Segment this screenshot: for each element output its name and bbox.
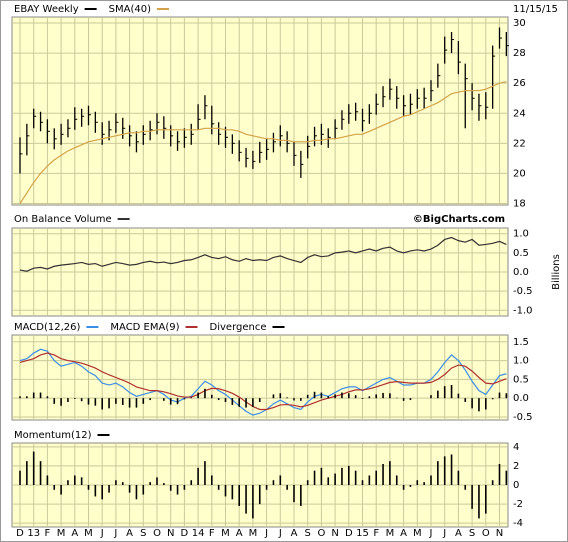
x-tick-label: O (482, 528, 490, 539)
y-tick-label: 4 (513, 442, 519, 453)
axis-label: Billions (551, 254, 562, 290)
y-tick-label: 0.0 (513, 393, 529, 404)
panel-background (11, 334, 509, 421)
x-tick-label: D (345, 528, 353, 539)
y-tick-label: 0.5 (513, 248, 529, 259)
x-tick-label: A (126, 528, 133, 539)
x-tick-label: 14 (192, 528, 205, 539)
x-tick-label: S (305, 528, 311, 539)
legend-label: Momentum(12) (14, 430, 92, 441)
series-line (19, 81, 507, 204)
y-tick-label: -0.5 (513, 286, 533, 297)
x-tick-label: M (57, 528, 66, 539)
x-tick-label: J (429, 528, 433, 539)
x-tick-label: O (153, 528, 161, 539)
y-tick-label: 28 (513, 48, 526, 59)
series-line (19, 352, 507, 411)
x-tick-label: 13 (27, 528, 40, 539)
x-tick-label: O (317, 528, 325, 539)
y-tick-label: 18 (513, 198, 526, 209)
y-tick-label: 1.0 (513, 229, 529, 240)
x-tick-label: A (455, 528, 462, 539)
x-tick-label: 15 (356, 528, 369, 539)
x-tick-label: A (71, 528, 78, 539)
y-tick-label: 1.0 (513, 356, 529, 367)
x-tick-label: J (113, 528, 117, 539)
y-tick-label: -1.0 (513, 305, 533, 316)
y-tick-label: 0.5 (513, 374, 529, 385)
x-tick-label: N (496, 528, 503, 539)
source-label: ©BigCharts.com (413, 214, 505, 225)
x-tick-label: A (236, 528, 243, 539)
x-tick-label: D (16, 528, 24, 539)
x-tick-label: J (264, 528, 268, 539)
x-tick-label: F (45, 528, 51, 539)
y-tick-label: 26 (513, 78, 526, 89)
y-tick-label: 24 (513, 108, 526, 119)
y-tick-label: -4 (513, 518, 523, 529)
x-tick-label: S (140, 528, 146, 539)
legend-label: EBAY Weekly (14, 4, 79, 15)
x-tick-label: J (100, 528, 104, 539)
legend-label: SMA(40) (109, 4, 151, 15)
x-tick-label: M (84, 528, 93, 539)
x-tick-label: S (469, 528, 475, 539)
date-label: 11/15/15 (513, 4, 558, 15)
y-tick-label: -2 (513, 499, 523, 510)
y-tick-label: 0 (513, 480, 519, 491)
legend-label: Divergence (210, 322, 267, 333)
x-tick-label: M (249, 528, 258, 539)
y-tick-label: 20 (513, 168, 526, 179)
x-tick-label: J (442, 528, 446, 539)
y-tick-label: 30 (513, 18, 526, 29)
x-tick-label: A (291, 528, 298, 539)
x-tick-label: A (400, 528, 407, 539)
y-tick-label: 2 (513, 461, 519, 472)
x-tick-label: N (167, 528, 174, 539)
y-tick-label: 22 (513, 138, 526, 149)
y-tick-label: 0.0 (513, 267, 529, 278)
x-tick-label: M (386, 528, 395, 539)
series-line (19, 236, 507, 272)
legend-label: On Balance Volume (14, 214, 112, 225)
x-tick-label: D (181, 528, 189, 539)
legend-label: MACD EMA(9) (110, 322, 179, 333)
x-tick-label: M (413, 528, 422, 539)
y-tick-label: 1.5 (513, 337, 529, 348)
x-tick-label: F (373, 528, 379, 539)
panel-background (11, 16, 509, 206)
y-tick-label: -0.5 (513, 412, 533, 423)
legend-label: MACD(12,26) (14, 322, 81, 333)
x-tick-label: N (331, 528, 338, 539)
x-tick-label: M (221, 528, 230, 539)
x-tick-label: J (278, 528, 282, 539)
x-tick-label: F (209, 528, 215, 539)
